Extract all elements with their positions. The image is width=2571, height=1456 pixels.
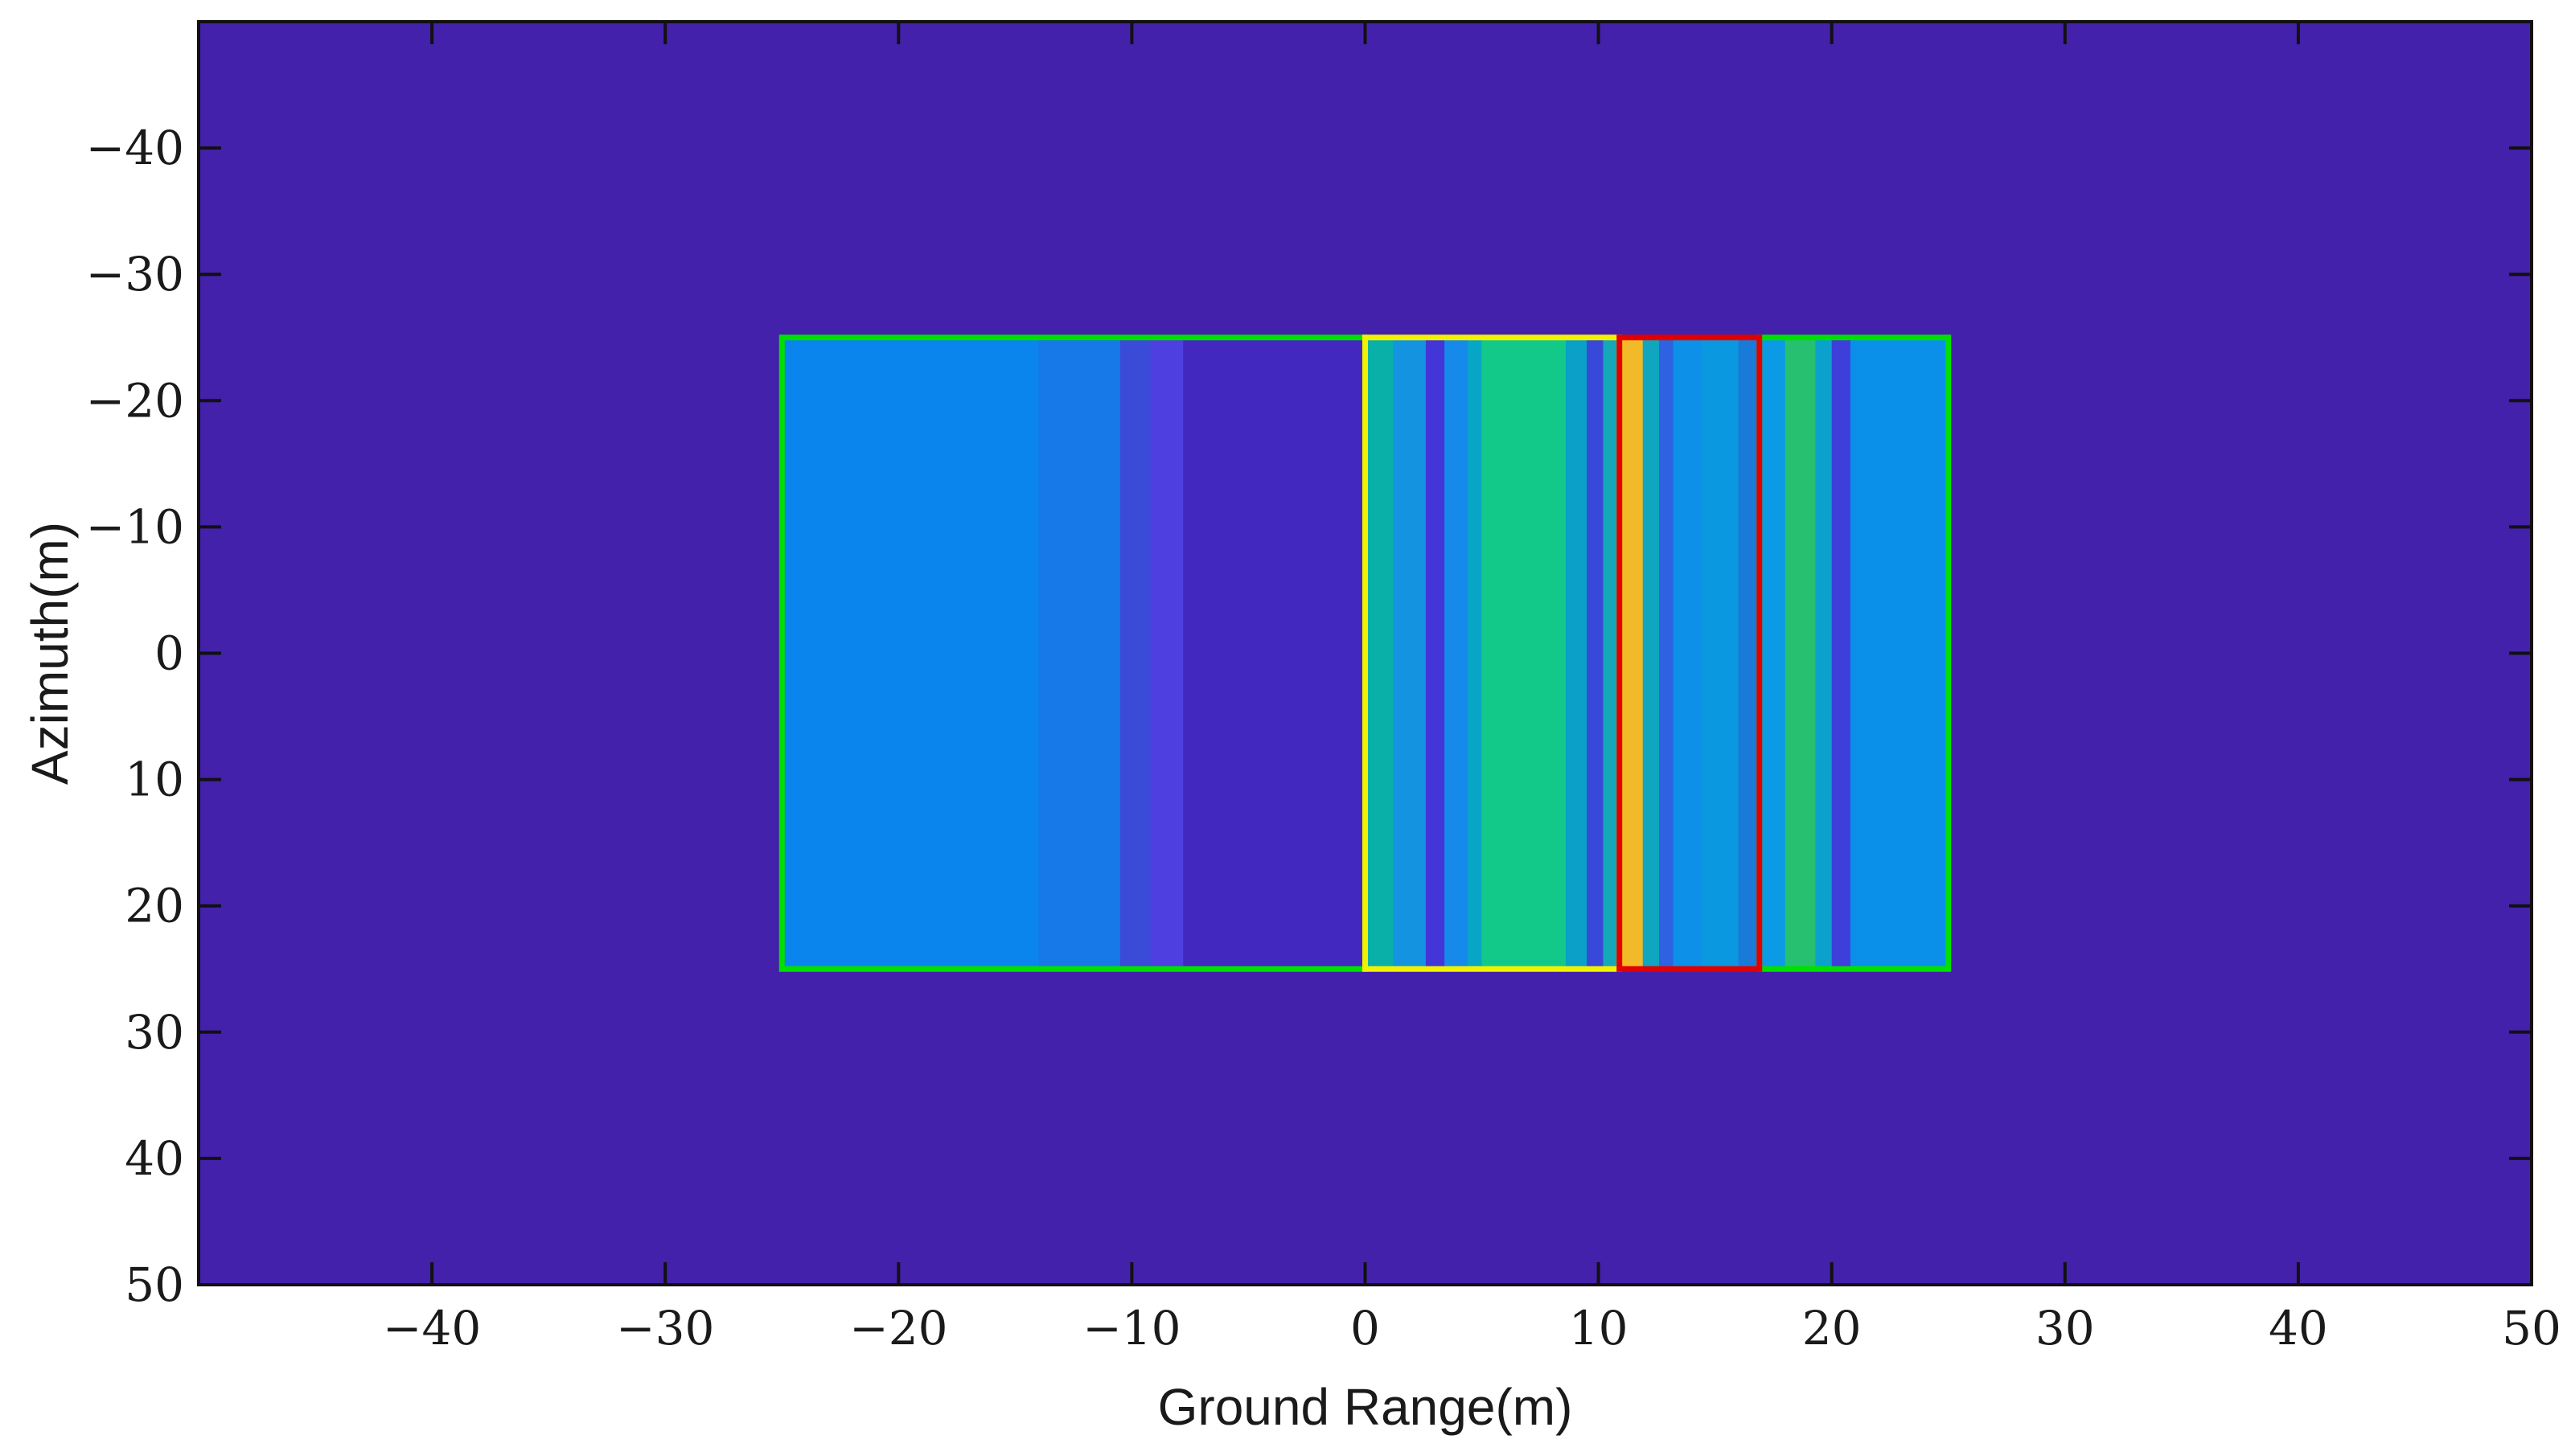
x-tick-label: −20 (849, 1301, 947, 1356)
y-tick-label: 30 (125, 1005, 184, 1060)
y-tick-label: −10 (86, 499, 184, 554)
heatmap-band-1 (782, 337, 1039, 970)
heatmap-band-22 (1785, 337, 1816, 970)
x-tick-label: 30 (2035, 1301, 2095, 1356)
heatmap-band-21 (1759, 337, 1786, 970)
region-outline-4 (1616, 334, 1763, 972)
heatmap-band-7 (1393, 337, 1427, 970)
heatmap-band-19 (1701, 337, 1739, 970)
x-tick-label: −30 (616, 1301, 714, 1356)
y-tick-label: −30 (86, 247, 184, 301)
heatmap-band-16 (1642, 337, 1660, 970)
y-tick-label: 10 (125, 753, 184, 807)
ticks-layer: −40 −30 −20 −10 0 10 20 30 40 50 −40 −30 −20 −10 0 10 20… (86, 22, 2561, 1356)
x-tick-label: −10 (1082, 1301, 1181, 1356)
y-tick-label: 40 (125, 1131, 184, 1186)
heatmap-band-10 (1468, 337, 1483, 970)
heatmap-band-5 (1183, 337, 1366, 970)
x-tick-label: 10 (1569, 1301, 1628, 1356)
x-tick-label: 0 (1350, 1301, 1380, 1356)
plot-area (197, 20, 2533, 1286)
heatmap-band-20 (1738, 337, 1760, 970)
x-tick-label: 40 (2269, 1301, 2328, 1356)
heatmap-band-12 (1565, 337, 1587, 970)
heatmap-band-13 (1587, 337, 1604, 970)
y-tick-label: 20 (125, 879, 184, 933)
x-tick-label: 50 (2502, 1301, 2561, 1356)
heatmap-band-4 (1150, 337, 1184, 970)
y-axis-title: Azimuth(m) (21, 522, 79, 785)
heatmap-band-2 (1038, 337, 1121, 970)
heatmap-band-25 (1850, 337, 1949, 970)
heatmap-band-17 (1659, 337, 1674, 970)
y-tick-label: −20 (86, 373, 184, 428)
x-tick-label: −40 (383, 1301, 481, 1356)
heatmap-band-23 (1815, 337, 1833, 970)
heatmap-band-6 (1365, 337, 1394, 970)
x-tick-label: 20 (1802, 1301, 1862, 1356)
heatmap-band-18 (1673, 337, 1702, 970)
x-axis-title: Ground Range(m) (1158, 1378, 1573, 1436)
heatmap-band-9 (1444, 337, 1468, 970)
heatmap-band-3 (1119, 337, 1152, 970)
heatmap-band-15 (1619, 337, 1644, 970)
heatmap-band-11 (1481, 337, 1567, 970)
y-tick-label: 50 (125, 1257, 184, 1312)
heatmap-band-14 (1603, 337, 1620, 970)
heatmap-band-8 (1425, 337, 1445, 970)
y-tick-label: 0 (154, 626, 184, 681)
y-tick-label: −40 (86, 121, 184, 175)
heatmap-band-24 (1831, 337, 1851, 970)
